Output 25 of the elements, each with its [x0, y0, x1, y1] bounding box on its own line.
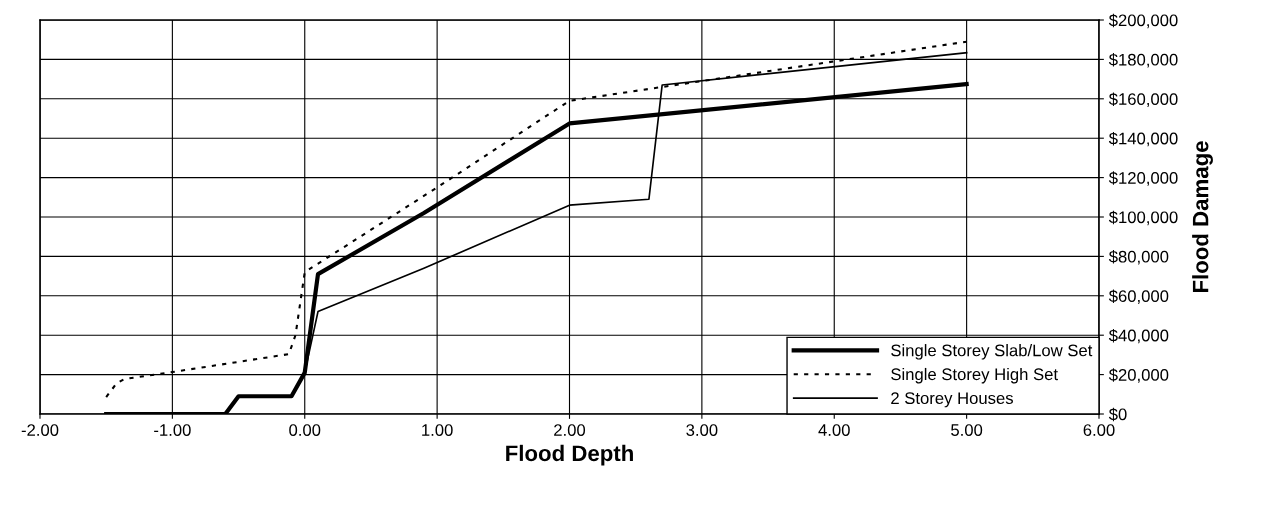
- x-tick-label: 1.00: [422, 424, 453, 436]
- y2-tick-label: $0: [1108, 407, 1127, 422]
- legend-label: 2 Storey Houses: [891, 392, 1013, 408]
- x-tick-label: 5.00: [951, 424, 983, 436]
- x-tick-label: 6.00: [1083, 424, 1115, 436]
- x-tick-label: 2.00: [554, 424, 586, 436]
- y2-tick-label: $160,000: [1108, 92, 1178, 107]
- x-axis-title: Flood Depth: [506, 444, 633, 466]
- y2-tick-label: $140,000: [1108, 131, 1178, 147]
- y2-axis-title: Flood Damage: [1192, 141, 1213, 293]
- y2-tick-label: $120,000: [1108, 171, 1178, 186]
- y2-tick-label: $180,000: [1108, 53, 1178, 68]
- y2-tick-label: $80,000: [1108, 250, 1169, 265]
- x-tick-label: -2.00: [21, 424, 59, 436]
- x-tick-label: -1.00: [154, 424, 191, 436]
- x-tick-label: 0.00: [289, 424, 321, 436]
- y2-tick-label: $20,000: [1108, 368, 1169, 383]
- y2-tick-label: $100,000: [1108, 210, 1178, 226]
- legend-label: Single Storey High Set: [891, 367, 1058, 384]
- x-tick-label: 4.00: [818, 424, 850, 436]
- y2-tick-label: $200,000: [1108, 13, 1178, 29]
- x-tick-label: 3.00: [686, 424, 718, 436]
- y2-tick-label: $60,000: [1108, 289, 1169, 304]
- y2-tick-label: $40,000: [1108, 328, 1169, 344]
- legend-label: Single Storey Slab/Low Set: [891, 344, 1093, 360]
